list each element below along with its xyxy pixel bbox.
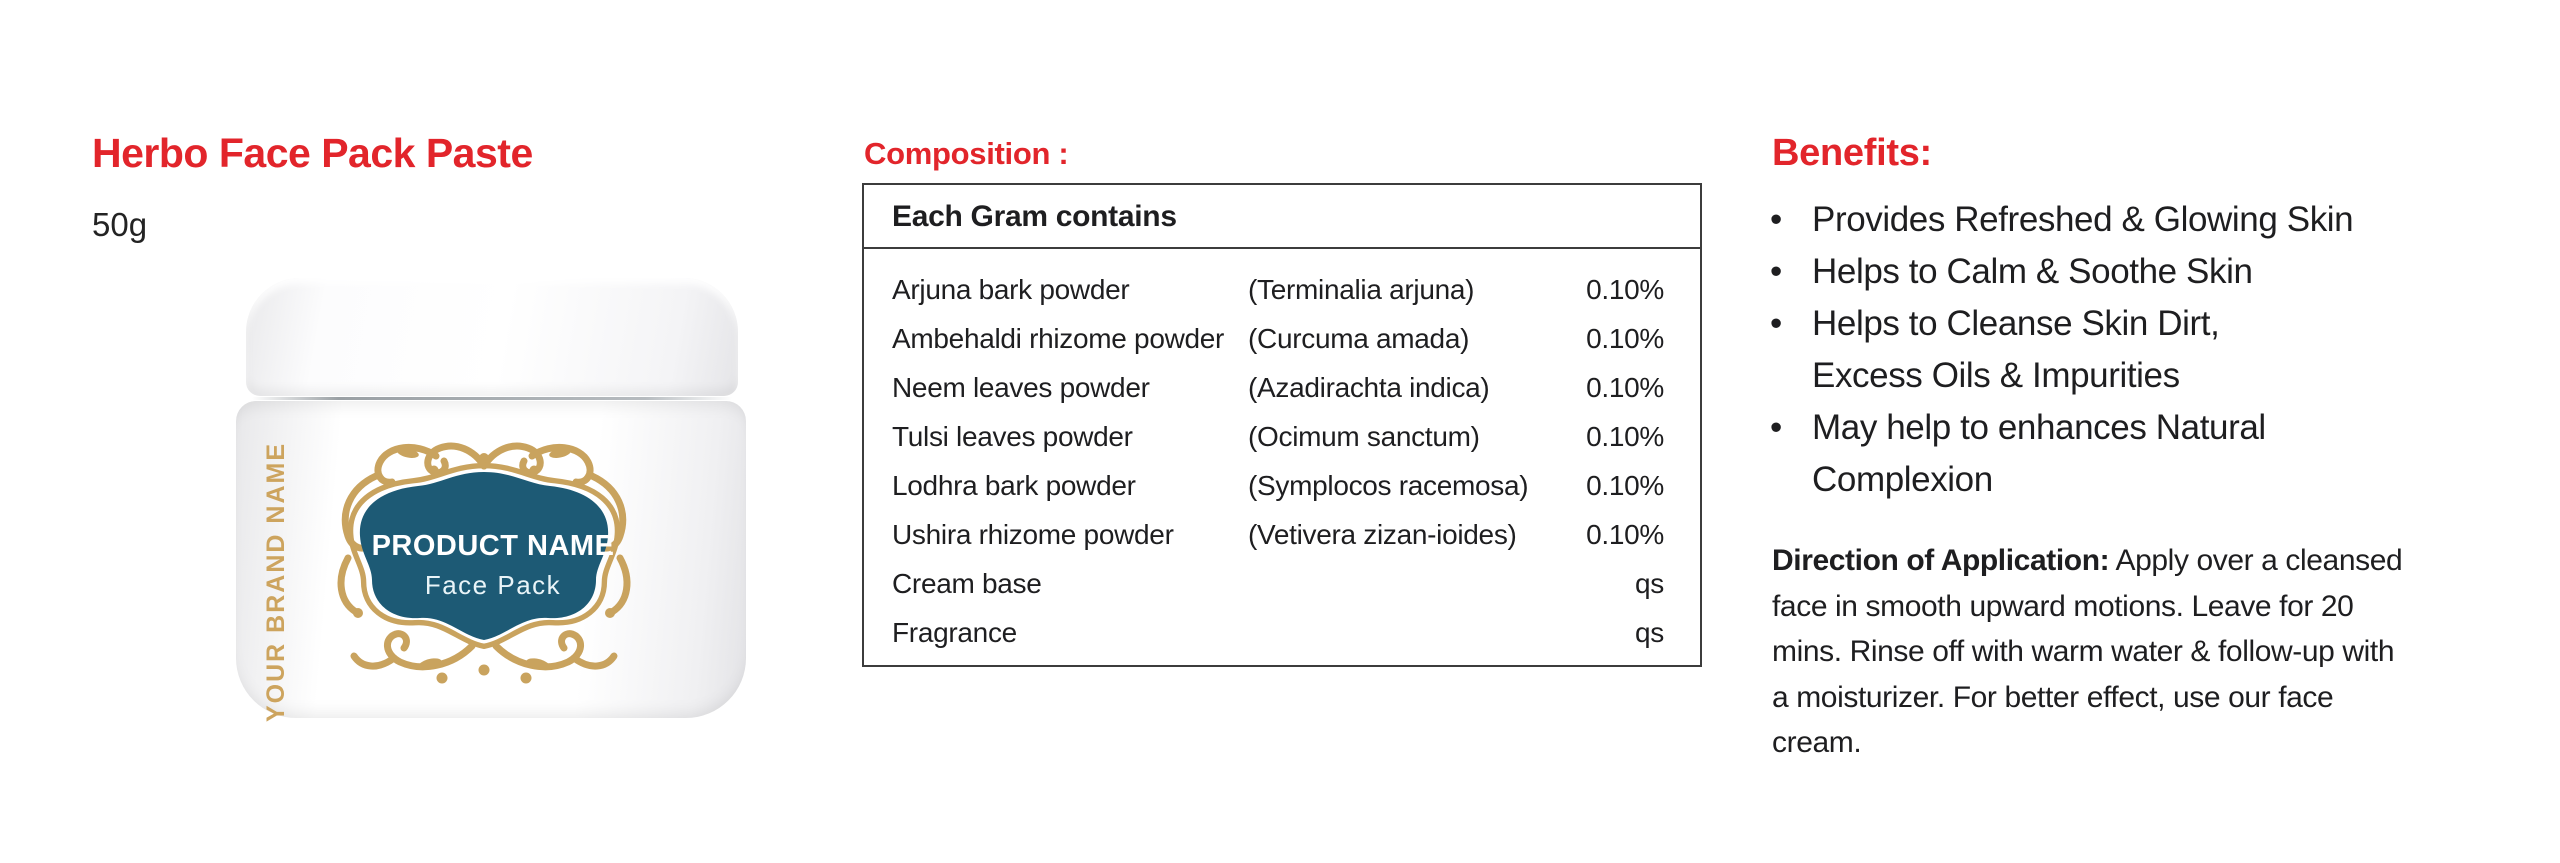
bullet-icon: • <box>1770 304 1782 343</box>
ingredient-value: qs <box>1635 568 1664 599</box>
bullet-icon: • <box>1770 200 1782 239</box>
table-row: Ushira rhizome powder (Vetivera zizan-io… <box>892 510 1664 559</box>
benefits-list: • Provides Refreshed & Glowing Skin • He… <box>1770 194 2560 506</box>
product-name-label: PRODUCT NAME <box>371 530 615 562</box>
ingredient-name: Neem leaves powder <box>892 372 1150 403</box>
directions-paragraph: Direction of Application: Apply over a c… <box>1772 538 2560 766</box>
ingredient-name: Ushira rhizome powder <box>892 519 1174 550</box>
brand-name-vertical-text: YOUR BRAND NAME <box>262 442 290 722</box>
ingredient-name: Cream base <box>892 568 1042 599</box>
ingredient-name: Fragrance <box>892 617 1017 648</box>
ingredient-value: 0.10% <box>1586 274 1664 305</box>
ingredient-latin: (Ocimum sanctum) <box>1248 421 1480 452</box>
label-ornament-graphic <box>336 440 631 690</box>
ingredient-latin: (Terminalia arjuna) <box>1248 274 1475 305</box>
benefit-text: May help to enhances Natural Complexion <box>1812 408 2266 499</box>
bullet-icon: • <box>1770 408 1782 447</box>
table-row: Lodhra bark powder (Symplocos racemosa) … <box>892 461 1664 510</box>
ingredient-value: 0.10% <box>1586 372 1664 403</box>
ingredient-name: Tulsi leaves powder <box>892 421 1133 452</box>
jar-label: PRODUCT NAME Face Pack <box>336 440 650 690</box>
table-row: Tulsi leaves powder (Ocimum sanctum) 0.1… <box>892 412 1664 461</box>
ingredient-latin <box>1248 559 1554 608</box>
product-jar-image: YOUR BRAND NAME <box>236 278 746 722</box>
ingredient-latin: (Azadirachta indica) <box>1248 372 1490 403</box>
jar-seam <box>252 397 732 400</box>
ingredient-value: qs <box>1635 617 1664 648</box>
jar-lid <box>246 278 738 396</box>
ingredient-name: Arjuna bark powder <box>892 274 1130 305</box>
table-row: Neem leaves powder (Azadirachta indica) … <box>892 363 1664 412</box>
product-subtitle-label: Face Pack <box>424 570 562 600</box>
ingredient-value: 0.10% <box>1586 421 1664 452</box>
table-body: Arjuna bark powder (Terminalia arjuna) 0… <box>864 249 1700 657</box>
page-title: Herbo Face Pack Paste <box>92 130 533 176</box>
list-item: • Helps to Cleanse Skin Dirt, Excess Oil… <box>1770 298 2560 402</box>
ingredient-value: 0.10% <box>1586 470 1664 501</box>
label-badge <box>359 472 609 640</box>
table-row: Cream base qs <box>892 559 1664 608</box>
list-item: • Helps to Calm & Soothe Skin <box>1770 246 2560 298</box>
composition-heading: Composition : <box>864 136 1069 171</box>
product-size: 50g <box>92 206 148 243</box>
table-header: Each Gram contains <box>864 185 1700 249</box>
benefit-text: Helps to Calm & Soothe Skin <box>1812 252 2253 291</box>
composition-table: Each Gram contains Arjuna bark powder (T… <box>862 183 1702 667</box>
list-item: • Provides Refreshed & Glowing Skin <box>1770 194 2560 246</box>
ingredient-latin <box>1248 608 1554 657</box>
table-row: Fragrance qs <box>892 608 1664 657</box>
table-row: Ambehaldi rhizome powder (Curcuma amada)… <box>892 314 1664 363</box>
directions-text: Apply over a cleansed face in smooth upw… <box>1772 544 2403 759</box>
ingredient-latin: (Curcuma amada) <box>1248 323 1470 354</box>
ingredient-name: Lodhra bark powder <box>892 470 1136 501</box>
directions-heading: Direction of Application: <box>1772 544 2110 577</box>
ingredient-name: Ambehaldi rhizome powder <box>892 323 1225 354</box>
bullet-icon: • <box>1770 252 1782 291</box>
ingredient-value: 0.10% <box>1586 519 1664 550</box>
ingredient-latin: (Vetivera zizan-ioides) <box>1248 519 1517 550</box>
table-row: Arjuna bark powder (Terminalia arjuna) 0… <box>892 265 1664 314</box>
benefits-heading: Benefits: <box>1772 132 1932 174</box>
benefit-text: Provides Refreshed & Glowing Skin <box>1812 200 2354 239</box>
ingredient-latin: (Symplocos racemosa) <box>1248 470 1529 501</box>
benefit-text: Helps to Cleanse Skin Dirt, Excess Oils … <box>1812 304 2220 395</box>
ingredient-value: 0.10% <box>1586 323 1664 354</box>
list-item: • May help to enhances Natural Complexio… <box>1770 402 2560 506</box>
